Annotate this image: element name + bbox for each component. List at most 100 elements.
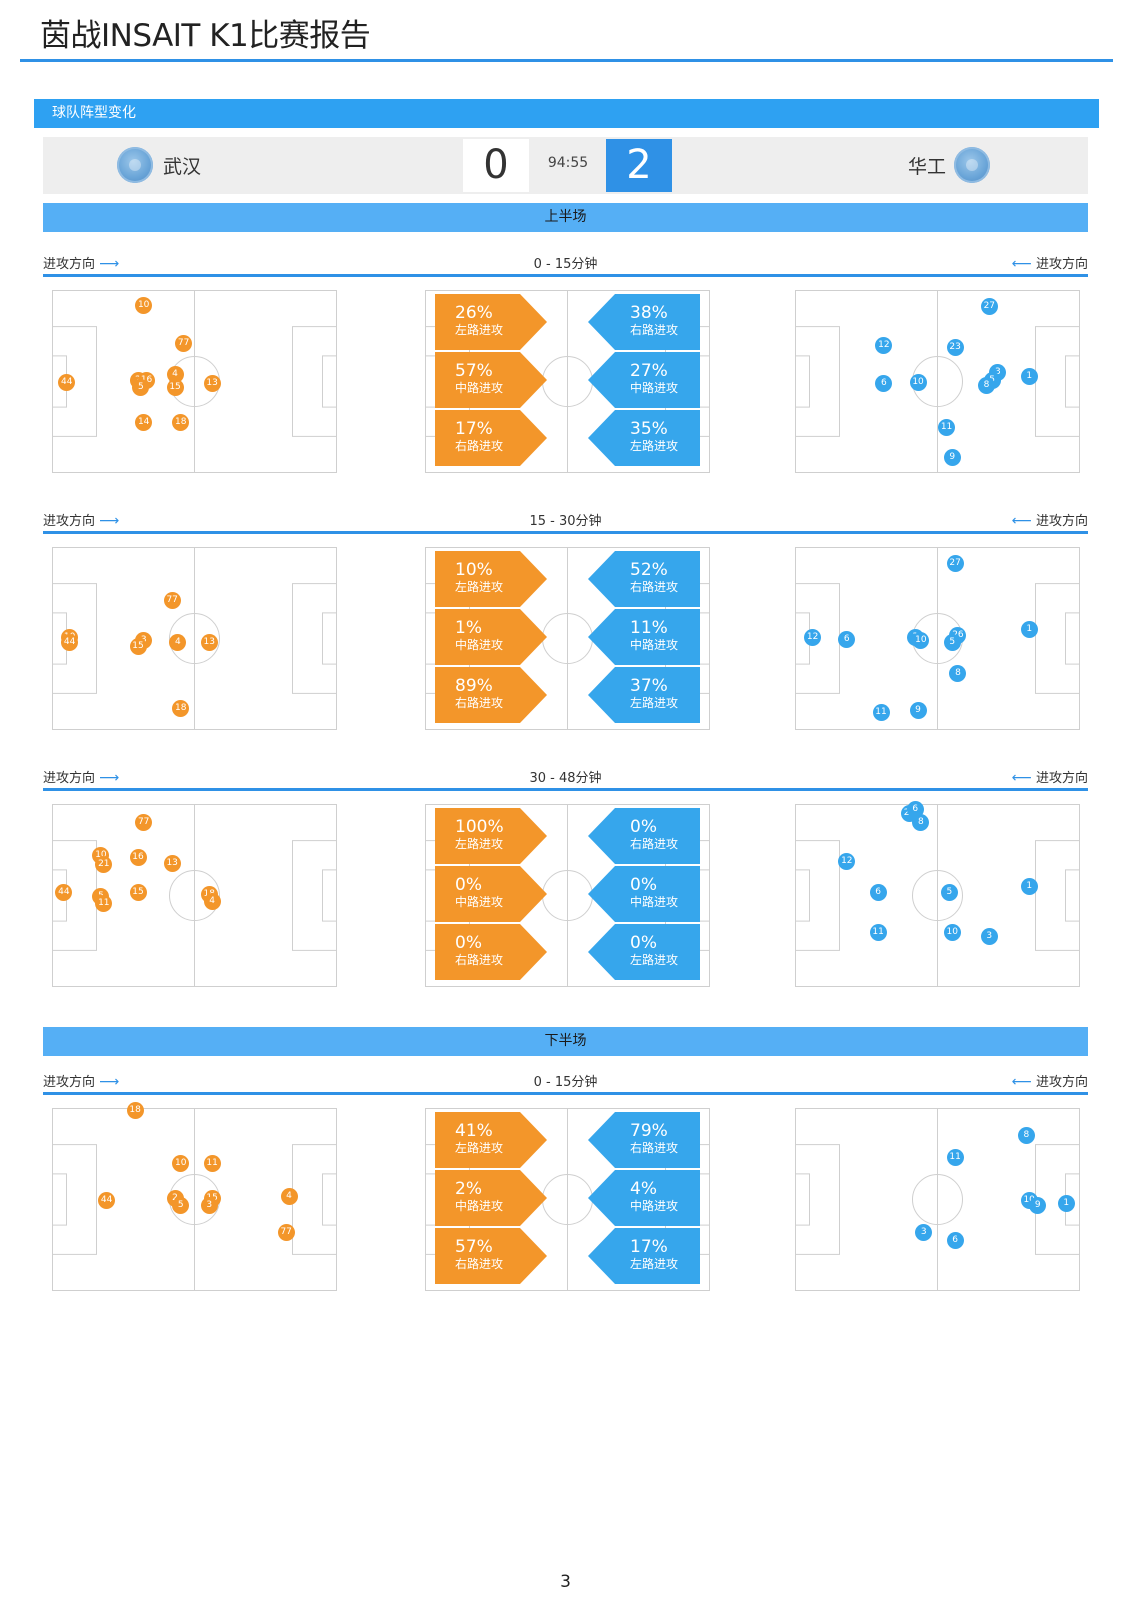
away-attack-direction: ⟵ 进攻方向 bbox=[1012, 767, 1088, 786]
home-player-marker: 77 bbox=[277, 1224, 295, 1242]
home-attack-label: 右路进攻 bbox=[455, 439, 504, 453]
home-attack-arrow bbox=[435, 924, 547, 980]
attack-direction-label: 进攻方向 bbox=[1035, 1075, 1088, 1090]
away-player-marker: 8 bbox=[949, 665, 967, 683]
home-player-marker: 4 bbox=[166, 366, 184, 384]
home-attack-arrow bbox=[435, 808, 547, 864]
away-attack-stat: 0% 左路进攻 bbox=[630, 933, 678, 968]
home-player-marker: 77 bbox=[135, 814, 153, 832]
home-formation-pitch-lines bbox=[52, 804, 337, 987]
home-attack-arrow bbox=[435, 551, 547, 607]
away-attack-direction: ⟵ 进攻方向 bbox=[1012, 510, 1088, 529]
home-player-marker: 21 bbox=[95, 856, 113, 874]
away-player-marker: 1 bbox=[1020, 368, 1038, 385]
period-header: 进攻方向 ⟶ 30 - 48分钟 ⟵ 进攻方向 bbox=[43, 767, 1088, 787]
home-player-marker: 77 bbox=[163, 592, 181, 610]
away-attack-direction: ⟵ 进攻方向 bbox=[1012, 253, 1088, 272]
away-attack-arrow bbox=[588, 410, 700, 466]
home-attack-pct: 100% bbox=[455, 817, 504, 837]
away-formation-pitch-lines bbox=[795, 804, 1080, 987]
away-attack-stat: 37% 左路进攻 bbox=[630, 676, 678, 711]
home-player-marker: 13 bbox=[200, 634, 218, 652]
away-attack-pct: 37% bbox=[630, 676, 668, 696]
center-pitch-lines bbox=[425, 804, 710, 987]
home-formation-pitch: 1077216541513441418 bbox=[52, 290, 337, 473]
away-attack-arrow bbox=[588, 609, 700, 665]
away-attack-pct: 52% bbox=[630, 560, 668, 580]
away-player-marker: 3 bbox=[980, 927, 998, 945]
away-attack-stat: 0% 右路进攻 bbox=[630, 817, 679, 852]
away-attack-arrow bbox=[588, 1170, 700, 1226]
period-rule bbox=[43, 788, 1088, 791]
away-attack-pct: 0% bbox=[630, 933, 657, 953]
home-attack-pct: 17% bbox=[455, 419, 493, 439]
home-attack-direction: 进攻方向 ⟶ bbox=[43, 767, 119, 786]
home-attack-label: 中路进攻 bbox=[455, 1199, 504, 1213]
away-player-marker: 10 bbox=[912, 632, 930, 650]
home-formation-pitch: 77104431541318 bbox=[52, 547, 337, 730]
away-attack-stat: 4% 中路进攻 bbox=[630, 1180, 679, 1214]
away-attack-direction: ⟵ 进攻方向 bbox=[1012, 1071, 1088, 1090]
home-attack-arrow bbox=[435, 294, 547, 350]
home-player-marker: 77 bbox=[175, 335, 193, 353]
home-attack-arrow bbox=[435, 1112, 547, 1168]
home-formation-pitch: 77102116134451115184 bbox=[52, 804, 337, 987]
away-attack-stat: 27% 中路进攻 bbox=[630, 362, 678, 396]
away-attack-pct: 11% bbox=[630, 618, 668, 638]
home-player-marker: 15 bbox=[129, 883, 147, 901]
away-attack-label: 右路进攻 bbox=[630, 323, 679, 337]
away-team-logo-icon bbox=[954, 147, 990, 183]
attack-direction-panel: 10% 左路进攻 52% 右路进攻 1% 中路进攻 11% 中路进攻 89% 右路进攻 37% 左路进… bbox=[425, 547, 710, 730]
arrow-right-icon: ⟶ bbox=[99, 1074, 120, 1090]
home-attack-stat: 41% 左路进攻 bbox=[455, 1121, 503, 1156]
match-time: 94:55 bbox=[547, 155, 589, 171]
home-attack-pct: 10% bbox=[455, 560, 493, 580]
period-header: 进攻方向 ⟶ 0 - 15分钟 ⟵ 进攻方向 bbox=[43, 1071, 1088, 1091]
home-attack-arrow bbox=[435, 1170, 547, 1226]
home-player-marker: 4 bbox=[169, 634, 187, 652]
home-attack-stat: 26% 左路进攻 bbox=[455, 304, 504, 338]
arrow-right-icon: ⟶ bbox=[99, 513, 120, 529]
home-attack-pct: 0% bbox=[455, 933, 482, 953]
away-attack-arrow bbox=[588, 551, 700, 607]
home-player-marker: 15 bbox=[166, 378, 184, 396]
away-attack-stat: 79% 右路进攻 bbox=[630, 1122, 678, 1156]
away-attack-label: 右路进攻 bbox=[630, 837, 679, 851]
attack-direction-panel: 26% 左路进攻 38% 右路进攻 57% 中路进攻 27% 中路进攻 17% 右路进攻 35% 左路… bbox=[425, 290, 710, 473]
home-team-name: 武汉 bbox=[163, 156, 202, 178]
home-attack-pct: 41% bbox=[455, 1121, 493, 1141]
home-player-marker: 44 bbox=[98, 1191, 116, 1209]
home-player-marker: 10 bbox=[135, 296, 153, 314]
away-player-marker: 8 bbox=[1017, 1127, 1035, 1145]
home-player-marker: 13 bbox=[163, 854, 181, 872]
arrow-right-icon: ⟶ bbox=[99, 256, 120, 272]
period-header: 进攻方向 ⟶ 15 - 30分钟 ⟵ 进攻方向 bbox=[43, 510, 1088, 530]
home-player-marker: 44 bbox=[61, 634, 79, 652]
home-player-marker: 4 bbox=[280, 1187, 298, 1205]
home-attack-label: 左路进攻 bbox=[455, 323, 504, 337]
away-attack-stat: 0% 中路进攻 bbox=[630, 876, 678, 910]
away-player-marker: 10 bbox=[943, 924, 961, 942]
away-attack-arrow bbox=[588, 352, 700, 408]
away-player-marker: 12 bbox=[804, 628, 822, 646]
away-formation-pitch: 8 11 10 9 1 3 6 bbox=[795, 1108, 1080, 1291]
home-player-marker: 18 bbox=[172, 700, 190, 718]
away-attack-pct: 0% bbox=[630, 817, 657, 837]
home-formation-pitch-lines bbox=[52, 290, 337, 473]
center-pitch-lines bbox=[425, 290, 710, 473]
away-player-marker: 23 bbox=[946, 338, 964, 356]
attack-direction-panel: 100% 左路进攻 0% 右路进攻 0% 中路进攻 0% 中路进攻 0% 右路进攻 0% 左路进攻 bbox=[425, 804, 710, 987]
document-title: 茵战INSAIT K1比赛报告 bbox=[40, 18, 371, 54]
period-label: 0 - 15分钟 bbox=[533, 1075, 598, 1090]
home-player-marker: 11 bbox=[95, 894, 113, 912]
away-attack-label: 中路进攻 bbox=[630, 1199, 679, 1213]
away-attack-arrow bbox=[588, 1112, 700, 1168]
away-attack-label: 左路进攻 bbox=[630, 439, 679, 453]
center-pitch-lines bbox=[425, 1108, 710, 1291]
title-rule bbox=[20, 59, 1113, 62]
home-attack-pct: 89% bbox=[455, 676, 493, 696]
away-player-marker: 6 bbox=[869, 883, 887, 901]
arrow-left-icon: ⟵ bbox=[1011, 1074, 1032, 1090]
home-attack-direction: 进攻方向 ⟶ bbox=[43, 1071, 119, 1090]
away-player-marker: 5 bbox=[940, 883, 958, 901]
